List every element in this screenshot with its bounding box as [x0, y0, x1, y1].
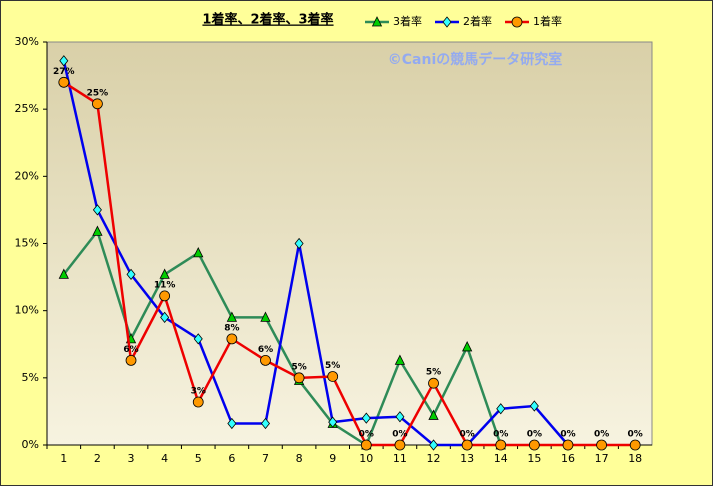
series-line [63, 81, 636, 447]
marker [92, 204, 102, 216]
marker [227, 417, 237, 430]
data-label: 27% [53, 67, 75, 77]
marker [429, 439, 439, 451]
marker [371, 16, 383, 27]
marker [529, 400, 539, 412]
marker [562, 439, 574, 451]
x-tick-label: 9 [329, 452, 336, 465]
data-label: 0% [493, 430, 508, 440]
data-label: 0% [560, 430, 575, 440]
x-tick-label: 7 [262, 452, 269, 465]
marker [394, 354, 406, 365]
y-tick-label: 10% [15, 304, 39, 317]
marker [327, 371, 339, 382]
marker [596, 439, 607, 451]
marker [528, 439, 540, 451]
x-tick-label: 2 [94, 452, 101, 465]
marker [495, 439, 507, 451]
marker [361, 412, 371, 424]
marker [511, 16, 523, 28]
marker [496, 403, 506, 415]
data-label: 0% [392, 430, 407, 440]
marker [58, 268, 69, 279]
marker [293, 372, 305, 384]
x-tick-label: 13 [460, 452, 474, 465]
watermark: ©Caniの競馬データ研究室 [388, 51, 563, 68]
x-tick-label: 1 [60, 452, 67, 465]
data-label: 11% [154, 280, 176, 290]
data-label: 0% [594, 430, 609, 440]
marker [260, 354, 271, 366]
legend: 3着率 2着率 1着率 [365, 14, 562, 28]
x-tick-label: 6 [228, 452, 235, 465]
y-tick-label: 25% [15, 102, 39, 115]
data-label: 8% [224, 323, 239, 333]
data-label: 5% [426, 368, 441, 378]
x-tick-label: 15 [527, 452, 541, 465]
legend-label: 1着率 [533, 14, 562, 28]
y-tick-label: 20% [15, 169, 39, 182]
data-label: 5% [291, 362, 306, 372]
marker [428, 409, 439, 420]
data-label: 3% [191, 387, 206, 397]
plot-area [46, 41, 653, 446]
marker [226, 311, 238, 322]
data-label: 5% [325, 361, 340, 371]
marker [193, 333, 203, 345]
x-tick-label: 3 [128, 452, 135, 465]
marker [192, 396, 204, 408]
data-label: 0% [359, 430, 374, 440]
marker [294, 237, 304, 250]
chart-title: 1着率、2着率、3着率 [202, 12, 333, 28]
marker [629, 439, 641, 451]
x-tick-label: 10 [359, 452, 373, 465]
x-tick-label: 5 [195, 452, 202, 465]
marker [442, 16, 452, 28]
marker [58, 76, 70, 88]
marker [125, 354, 137, 366]
marker [193, 247, 204, 258]
x-tick-label: 18 [628, 452, 642, 465]
marker [160, 311, 170, 324]
marker [428, 377, 439, 389]
marker [328, 416, 338, 428]
x-tick-label: 16 [561, 452, 575, 465]
legend-label: 2着率 [463, 14, 492, 28]
x-tick-label: 12 [427, 452, 441, 465]
y-tick-label: 0% [22, 438, 39, 451]
data-label: 6% [258, 345, 273, 355]
marker [461, 439, 473, 451]
marker [394, 439, 406, 451]
marker [92, 98, 103, 110]
marker [260, 417, 270, 430]
data-label: 0% [628, 430, 643, 440]
marker [260, 311, 271, 322]
data-label: 0% [459, 430, 474, 440]
marker [360, 439, 372, 451]
marker [159, 268, 170, 279]
data-label: 25% [87, 88, 109, 98]
x-tick-label: 11 [393, 452, 407, 465]
y-tick-label: 5% [22, 371, 39, 384]
series-line [62, 228, 502, 447]
marker [159, 290, 171, 302]
marker [92, 225, 103, 236]
legend-label: 3着率 [393, 14, 422, 28]
marker [395, 411, 405, 423]
x-tick-label: 14 [494, 452, 508, 465]
marker [126, 268, 136, 281]
x-tick-label: 17 [595, 452, 609, 465]
marker [461, 341, 473, 352]
data-label: 6% [123, 345, 138, 355]
data-label: 0% [527, 430, 542, 440]
x-tick-label: 8 [296, 452, 303, 465]
marker [226, 333, 238, 345]
x-tick-label: 4 [161, 452, 168, 465]
series-line [62, 60, 569, 447]
y-tick-label: 30% [15, 35, 39, 48]
marker [59, 55, 69, 67]
y-tick-label: 15% [15, 237, 39, 250]
